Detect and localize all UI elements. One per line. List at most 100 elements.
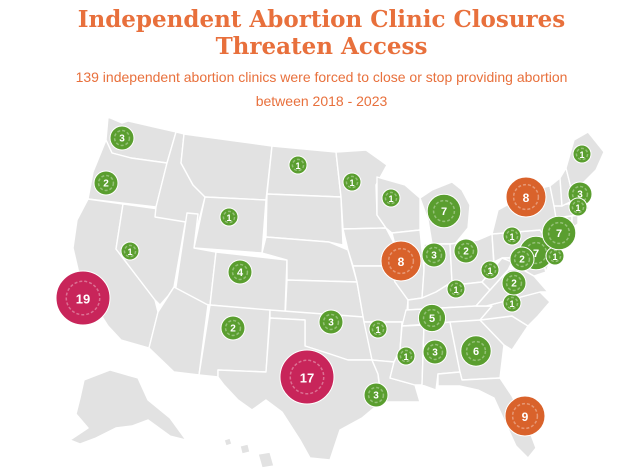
closure-bubble [426,193,462,229]
closure-bubble [422,339,448,365]
closure-bubble-texture [345,175,359,189]
closure-marker-georgia: 6 [460,335,492,367]
closure-bubble [109,125,135,151]
closure-marker-alabama: 3 [422,339,448,365]
state-hawaii-3 [257,451,275,469]
closure-marker-oklahoma: 3 [318,309,344,335]
closure-bubble [504,395,546,437]
closure-marker-new-mexico: 2 [220,315,246,341]
closure-marker-texas: 17 [279,349,335,405]
state-arizona [148,286,209,376]
closure-count-label: 1 [127,247,132,257]
closure-count-label: 3 [432,348,438,359]
closure-marker-florida: 9 [504,395,546,437]
closure-count-label: 3 [577,190,583,201]
closure-bubble [220,315,246,341]
closure-count-label: 5 [429,313,435,325]
closure-marker-rhode-island: 1 [568,197,588,217]
closure-bubble-texture [113,129,131,147]
closure-bubble [502,226,522,246]
closure-bubble-texture [425,246,443,264]
closure-count-label: 1 [509,232,514,242]
closure-bubble-texture [322,313,340,331]
closure-count-label: 1 [388,194,393,204]
closure-bubble [279,349,335,405]
state-alaska [69,369,187,445]
closure-marker-montana: 1 [219,207,239,227]
page-subtitle: 139 independent abortion clinics were fo… [20,65,623,113]
closure-bubble [453,238,479,264]
closure-bubble [380,240,422,282]
closure-count-label: 2 [511,279,517,290]
closure-count-label: 7 [556,228,562,240]
closure-count-label: 2 [519,255,525,266]
closure-bubble-texture [457,242,475,260]
closure-count-label: 1 [226,213,231,223]
closure-bubble [572,144,592,164]
closure-marker-west-virginia: 1 [480,260,500,280]
closure-bubble [93,170,119,196]
closure-count-label: 1 [375,325,380,335]
closure-count-label: 3 [328,318,334,329]
closure-bubble-texture [224,319,242,337]
closure-count-label: 1 [403,352,408,362]
closure-bubble [541,215,577,251]
closure-bubble-texture [422,308,442,328]
closure-bubble-texture [432,199,456,223]
closure-count-label: 1 [295,161,300,171]
closure-count-label: 1 [509,299,514,309]
closure-count-label: 6 [473,346,479,358]
closure-bubble-texture [548,249,562,263]
closure-count-label: 1 [349,178,354,188]
closure-marker-kentucky: 1 [446,279,466,299]
page-title: Independent Abortion Clinic Closures Thr… [0,6,643,60]
closure-count-label: 1 [575,203,580,213]
subtitle-line-2: between 2018 - 2023 [255,93,388,109]
closure-bubble [219,207,239,227]
closure-count-label: 2 [463,247,469,258]
closure-count-label: 19 [76,292,90,307]
closure-marker-oregon: 2 [93,170,119,196]
closure-bubble-texture [123,244,137,258]
closure-bubble-texture [289,359,325,395]
closure-bubble [227,259,253,285]
closure-bubble-texture [465,340,487,362]
title-line-1: Independent Abortion Clinic Closures [77,6,566,33]
closure-marker-ohio: 2 [453,238,479,264]
state-colorado [209,251,288,313]
closure-marker-new-york: 8 [505,176,547,218]
closure-bubble-texture [505,296,519,310]
state-south-dakota [265,193,344,246]
closure-marker-michigan: 7 [426,193,462,229]
closure-marker-delaware: 1 [545,246,565,266]
closure-bubble-texture [547,221,571,245]
closure-count-label: 3 [431,251,437,262]
state-wisconsin [376,176,421,234]
state-hawaii-2 [239,443,251,455]
closure-marker-louisiana: 3 [363,382,389,408]
closure-bubble-texture [371,322,385,336]
closure-count-label: 3 [373,391,379,402]
closure-marker-maryland: 2 [509,246,535,272]
closure-bubble-texture [384,191,398,205]
closure-marker-colorado: 4 [227,259,253,285]
closure-marker-virginia: 1 [502,226,522,246]
closure-marker-arkansas: 1 [368,319,388,339]
closure-count-label: 1 [487,266,492,276]
closure-marker-north-carolina: 2 [501,270,527,296]
closure-count-label: 9 [522,410,529,424]
closure-bubble [120,241,140,261]
closure-marker-washington: 3 [109,125,135,151]
closure-bubble [460,335,492,367]
closure-bubble [396,346,416,366]
closure-bubble [446,279,466,299]
closure-bubble-texture [222,210,236,224]
closure-bubble [55,270,111,326]
closure-bubble [381,188,401,208]
closure-count-label: 2 [103,179,109,190]
closure-marker-maine: 1 [572,144,592,164]
closure-bubble-texture [449,282,463,296]
closure-bubble-texture [387,247,415,275]
